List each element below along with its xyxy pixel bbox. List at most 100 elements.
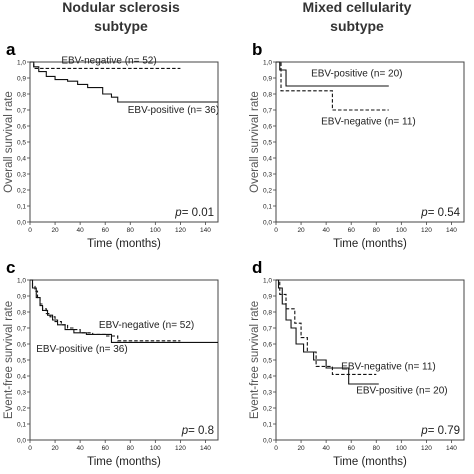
y-tick-label: 1,0 xyxy=(263,59,272,66)
x-tick-label: 40 xyxy=(77,227,85,234)
series-label-ebv-negative: EBV-negative (n= 52) xyxy=(99,320,194,331)
x-tick-label: 120 xyxy=(421,227,432,234)
x-tick-label: 80 xyxy=(373,445,381,452)
y-tick-label: 0,6 xyxy=(263,123,272,130)
series-label-ebv-negative: EBV-negative (n= 11) xyxy=(321,116,416,127)
y-tick-label: 0,3 xyxy=(17,389,26,396)
y-tick-label: 1,0 xyxy=(17,59,26,66)
y-tick-label: 0,2 xyxy=(17,405,26,412)
p-value-number: = 0.8 xyxy=(188,425,214,437)
y-tick-label: 0,5 xyxy=(263,357,272,364)
x-tick-label: 20 xyxy=(51,445,59,452)
y-tick-label: 0,1 xyxy=(17,421,26,428)
y-tick-label: 0,9 xyxy=(17,75,26,82)
y-tick-label: 0,0 xyxy=(17,219,26,226)
panel-d-event-free-survival-mixed: 0,0 0,1 0,2 0,3 0,4 0,5 0,6 0,7 0,8 0,9 1,0 0 20 40 60… xyxy=(249,277,465,468)
panel-c-event-free-survival-nodular: 0,0 0,1 0,2 0,3 0,4 0,5 0,6 0,7 0,8 0,9 1,0 0 20 40 60… xyxy=(3,277,219,468)
x-tick-label: 100 xyxy=(150,445,161,452)
x-tick-label: 60 xyxy=(348,227,356,234)
y-tick-label: 0,7 xyxy=(263,325,272,332)
series-line-ebv-negative xyxy=(30,279,181,342)
p-value-number: = 0.54 xyxy=(428,207,461,219)
y-tick-label: 0,0 xyxy=(263,219,272,226)
y-tick-label: 1,0 xyxy=(263,277,272,284)
y-tick-label: 0,5 xyxy=(17,139,26,146)
x-axis-label: Time (months) xyxy=(87,238,161,250)
x-tick-label: 100 xyxy=(396,227,407,234)
y-tick-label: 0,3 xyxy=(263,389,272,396)
y-tick-label: 0,6 xyxy=(263,341,272,348)
p-value: p= 0.8 xyxy=(181,425,214,437)
p-value: p= 0.54 xyxy=(420,207,460,219)
x-tick-label: 20 xyxy=(297,227,305,234)
column-title-left-line2: subtype xyxy=(94,18,148,34)
x-tick-label: 100 xyxy=(396,445,407,452)
x-axis-label: Time (months) xyxy=(333,456,407,468)
series-line-ebv-positive xyxy=(30,279,218,343)
x-tick-label: 80 xyxy=(373,227,381,234)
x-tick-label: 80 xyxy=(127,445,135,452)
y-tick-label: 0,7 xyxy=(263,107,272,114)
p-value-symbol: p xyxy=(420,207,428,219)
p-value-number: = 0.01 xyxy=(182,207,214,219)
x-tick-label: 40 xyxy=(323,227,331,234)
x-tick-label: 120 xyxy=(421,445,432,452)
y-tick-label: 0,2 xyxy=(263,405,272,412)
x-tick-label: 0 xyxy=(28,227,32,234)
y-axis-label: Event-free survival rate xyxy=(3,301,15,419)
y-tick-label: 0,6 xyxy=(17,341,26,348)
y-tick-label: 0,9 xyxy=(263,293,272,300)
x-tick-label: 20 xyxy=(297,445,305,452)
x-tick-label: 120 xyxy=(175,445,186,452)
plot-frame xyxy=(29,279,219,441)
y-tick-label: 1,0 xyxy=(17,277,26,284)
y-tick-label: 0,2 xyxy=(17,187,26,194)
p-value: p= 0.79 xyxy=(420,425,460,437)
x-tick-label: 60 xyxy=(102,227,110,234)
series-label-ebv-positive: EBV-positive (n= 36) xyxy=(36,344,127,355)
x-tick-label: 60 xyxy=(102,445,110,452)
x-tick-label: 120 xyxy=(175,227,186,234)
panel-letter-a: a xyxy=(6,40,16,59)
panel-letter-d: d xyxy=(252,258,262,277)
y-tick-label: 0,0 xyxy=(17,437,26,444)
series-line-ebv-negative xyxy=(276,279,377,375)
x-axis-label: Time (months) xyxy=(87,456,161,468)
column-title-right-line1: Mixed cellularity xyxy=(303,0,412,15)
y-axis-label: Overall survival rate xyxy=(249,91,261,193)
x-tick-label: 140 xyxy=(446,445,457,452)
y-tick-label: 0,4 xyxy=(17,155,26,162)
y-tick-label: 0,6 xyxy=(17,123,26,130)
series-label-ebv-positive: EBV-positive (n= 20) xyxy=(356,386,447,397)
y-tick-label: 0,0 xyxy=(263,437,272,444)
y-tick-label: 0,7 xyxy=(17,325,26,332)
y-tick-label: 0,7 xyxy=(17,107,26,114)
x-tick-label: 40 xyxy=(77,445,85,452)
y-tick-label: 0,8 xyxy=(263,309,272,316)
column-title-left-line1: Nodular sclerosis xyxy=(62,0,180,15)
x-tick-label: 40 xyxy=(323,445,331,452)
series-label-ebv-negative: EBV-negative (n= 52) xyxy=(61,56,156,67)
panel-b-overall-survival-mixed: 0,0 0,1 0,2 0,3 0,4 0,5 0,6 0,7 0,8 0,9 1,0 0 20 40 60… xyxy=(249,59,465,250)
y-tick-label: 0,4 xyxy=(17,373,26,380)
p-value-symbol: p xyxy=(174,207,182,219)
x-axis-label: Time (months) xyxy=(333,238,407,250)
x-tick-label: 20 xyxy=(51,227,59,234)
x-tick-label: 0 xyxy=(274,227,278,234)
x-tick-label: 100 xyxy=(150,227,161,234)
x-tick-label: 0 xyxy=(28,445,32,452)
y-tick-label: 0,1 xyxy=(17,203,26,210)
x-tick-label: 0 xyxy=(274,445,278,452)
y-tick-label: 0,1 xyxy=(263,421,272,428)
x-tick-label: 140 xyxy=(446,227,457,234)
series-label-ebv-negative: EBV-negative (n= 11) xyxy=(341,362,436,373)
y-tick-label: 0,2 xyxy=(263,187,272,194)
column-title-right-line2: subtype xyxy=(330,18,384,34)
y-tick-label: 0,8 xyxy=(17,91,26,98)
y-tick-label: 0,5 xyxy=(17,357,26,364)
y-axis-label: Event-free survival rate xyxy=(249,301,261,419)
y-tick-label: 0,5 xyxy=(263,139,272,146)
p-value-symbol: p xyxy=(420,425,428,437)
p-value: p= 0.01 xyxy=(174,207,214,219)
